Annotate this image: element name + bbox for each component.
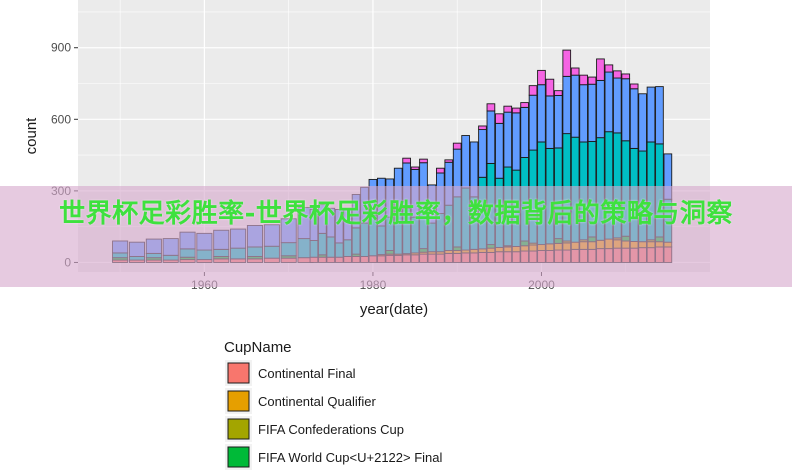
legend-title: CupName <box>224 339 292 356</box>
bar-segment <box>562 75 572 135</box>
bar-segment <box>520 106 529 158</box>
bar-segment <box>596 79 605 139</box>
bar-segment <box>478 125 487 131</box>
bar-segment <box>520 102 529 108</box>
y-axis-title: count <box>23 117 40 155</box>
bar-segment <box>562 49 572 77</box>
bar-segment <box>604 71 614 133</box>
bar-segment <box>537 69 546 86</box>
watermark-banner <box>0 186 792 287</box>
bar-segment <box>655 86 664 145</box>
bar-segment <box>486 110 496 164</box>
legend: Continental Final Continental Qualifier FI… <box>225 360 442 470</box>
watermark-text: 世界杯足彩胜率-世界杯足彩胜率，数据背后的策略与洞察 <box>59 199 733 229</box>
bar-segment <box>410 166 420 170</box>
bar-segment <box>638 93 647 152</box>
bar-segment <box>495 122 504 179</box>
bar-segment <box>545 95 555 149</box>
bar-segment <box>436 167 445 174</box>
bar-segment <box>612 77 622 134</box>
bar-segment <box>612 70 622 79</box>
bar-segment <box>553 94 563 149</box>
bar-segment <box>629 88 639 149</box>
bar-segment <box>461 135 470 189</box>
legend-swatch <box>227 418 250 440</box>
bar-segment <box>478 129 487 178</box>
bar-segment <box>503 111 513 168</box>
bar-segment <box>452 142 462 150</box>
bar-segment <box>570 67 580 76</box>
bar-segment <box>621 73 631 80</box>
bar-segment <box>570 74 580 138</box>
legend-swatch <box>227 446 250 468</box>
bar-segment <box>545 78 555 97</box>
legend-label: Continental Final <box>258 366 356 381</box>
bar-segment <box>511 112 521 171</box>
bar-segment <box>402 157 411 164</box>
bar-segment <box>419 158 428 164</box>
bar-segment <box>604 64 614 73</box>
bar-segment <box>587 83 597 142</box>
bar-segment <box>495 113 504 124</box>
y-tick-label: 900 <box>51 41 71 55</box>
legend-swatch <box>227 390 250 412</box>
legend-swatch <box>227 362 250 384</box>
bar-segment <box>528 94 538 151</box>
bar-segment <box>629 83 639 90</box>
legend-label: Continental Qualifier <box>258 394 376 409</box>
bar-segment <box>486 103 496 112</box>
bar-segment <box>528 85 538 96</box>
legend-label: FIFA World Cup<U+2122> Final <box>258 450 442 465</box>
bar-segment <box>587 76 597 85</box>
bar-segment <box>444 159 454 163</box>
bar-segment <box>511 107 521 114</box>
bar-segment <box>553 90 563 96</box>
bar-segment <box>596 58 605 81</box>
x-axis-title: year(date) <box>360 301 428 318</box>
legend-label: FIFA Confederations Cup <box>258 422 404 437</box>
bar-segment <box>579 74 588 86</box>
y-tick-label: 600 <box>51 112 71 126</box>
bar-segment <box>646 86 656 143</box>
bar-segment <box>503 105 513 113</box>
bar-segment <box>579 84 588 143</box>
bar-segment <box>537 84 546 143</box>
bar-segment <box>621 78 631 142</box>
